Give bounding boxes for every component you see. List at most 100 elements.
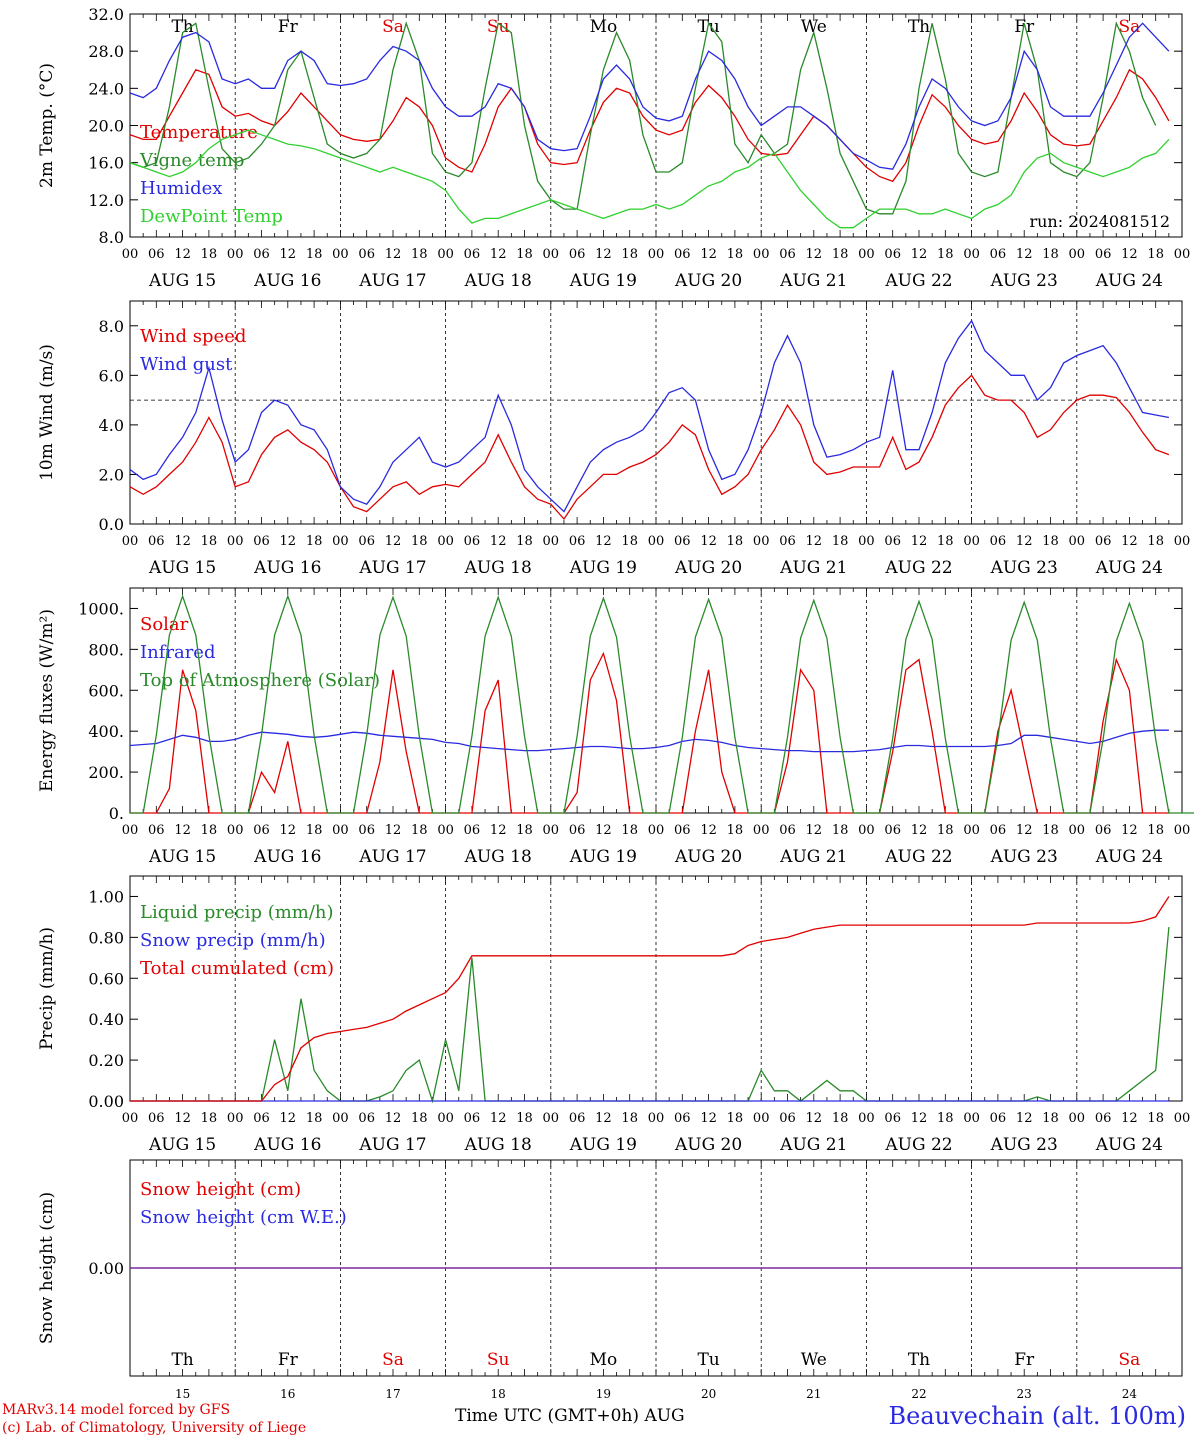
date-label: AUG 17: [358, 847, 426, 867]
hour-tick-label: 12: [1016, 1111, 1033, 1126]
hour-tick-label: 12: [595, 823, 612, 838]
hour-tick-label: 12: [700, 534, 717, 549]
date-label: AUG 16: [253, 1135, 321, 1155]
hour-tick-label: 18: [411, 823, 428, 838]
hour-tick-label: 18: [937, 247, 954, 262]
y-tick-label: 400.: [88, 722, 124, 741]
legend-entry: Wind gust: [140, 354, 233, 375]
hour-tick-label: 06: [253, 534, 270, 549]
hour-tick-label: 06: [674, 534, 691, 549]
hour-tick-label: 18: [621, 1111, 638, 1126]
date-label: AUG 19: [569, 1135, 637, 1155]
date-label: AUG 18: [464, 847, 532, 867]
hour-tick-label: 18: [306, 247, 323, 262]
y-axis-title: Energy fluxes (W/m²): [37, 609, 57, 792]
weekday-label: Fr: [1014, 1350, 1035, 1370]
weekday-label: Mo: [590, 17, 618, 37]
hour-tick-label: 06: [779, 823, 796, 838]
weekday-label: Mo: [590, 1350, 618, 1370]
hour-tick-label: 06: [1095, 1111, 1112, 1126]
hour-tick-label: 12: [806, 1111, 823, 1126]
legend-entry: Snow height (cm): [140, 1179, 301, 1200]
y-tick-label: 20.0: [88, 117, 124, 136]
hour-tick-label: 00: [648, 823, 665, 838]
date-label: AUG 21: [779, 558, 847, 578]
date-label: AUG 23: [990, 558, 1058, 578]
hour-tick-label: 00: [122, 247, 139, 262]
y-tick-label: 24.0: [88, 79, 124, 98]
hour-tick-label: 00: [543, 534, 560, 549]
hour-tick-label: 12: [1016, 823, 1033, 838]
day-number-label: 20: [701, 1387, 716, 1401]
series-line-dewpoint-temp: [129, 129, 1170, 229]
hour-tick-label: 06: [464, 247, 481, 262]
hour-tick-label: 12: [911, 823, 928, 838]
weekday-label: Su: [487, 1350, 510, 1370]
hour-tick-label: 18: [306, 1111, 323, 1126]
date-label: AUG 24: [1095, 847, 1163, 867]
panel-5: 0.00 Snow height (cm) Snow height (cm) Snow…: [37, 1159, 1183, 1401]
hour-tick-label: 00: [963, 534, 980, 549]
hour-tick-label: 18: [516, 1111, 533, 1126]
hour-tick-label: 06: [779, 1111, 796, 1126]
date-label: AUG 24: [1095, 271, 1163, 291]
panel-1: 8.0 12.0 16.0 20.0 24.0 28.0 32.0 2m Temp. (°C)…: [37, 5, 1190, 291]
weekday-label: Th: [171, 17, 193, 37]
weekday-label: Fr: [278, 17, 299, 37]
panel-3: 0. 200. 400. 600. 800. 1000. Energy fluxes (W/…: [37, 587, 1194, 867]
hour-tick-label: 06: [464, 534, 481, 549]
hour-tick-label: 06: [990, 534, 1007, 549]
hour-tick-label: 18: [411, 1111, 428, 1126]
hour-tick-label: 00: [1174, 534, 1191, 549]
hour-tick-label: 18: [1042, 247, 1059, 262]
hour-tick-label: 00: [648, 534, 665, 549]
hour-tick-label: 12: [385, 534, 402, 549]
panel-4: 0.00 0.20 0.40 0.60 0.80 1.00 Precip (mm/h) 00 0…: [37, 875, 1190, 1155]
hour-tick-label: 18: [621, 247, 638, 262]
hour-tick-label: 12: [911, 247, 928, 262]
hour-tick-label: 00: [227, 823, 244, 838]
legend-entry: DewPoint Temp: [140, 206, 283, 227]
hour-tick-label: 00: [543, 823, 560, 838]
y-tick-label: 600.: [88, 681, 124, 700]
hour-tick-label: 18: [1147, 823, 1164, 838]
date-label: AUG 23: [990, 847, 1058, 867]
hour-tick-label: 06: [148, 823, 165, 838]
hour-tick-label: 00: [122, 823, 139, 838]
hour-tick-label: 00: [963, 823, 980, 838]
hour-tick-label: 00: [332, 247, 349, 262]
hour-tick-label: 18: [306, 534, 323, 549]
hour-tick-label: 18: [516, 534, 533, 549]
y-tick-label: 0.40: [88, 1010, 124, 1029]
y-tick-label: 0.80: [88, 928, 124, 947]
date-label: AUG 19: [569, 847, 637, 867]
y-tick-label: 4.0: [99, 416, 124, 435]
hour-tick-label: 00: [332, 1111, 349, 1126]
date-label: AUG 20: [674, 271, 742, 291]
hour-tick-label: 00: [543, 247, 560, 262]
hour-tick-label: 06: [674, 247, 691, 262]
hour-tick-label: 12: [490, 247, 507, 262]
hour-tick-label: 18: [832, 247, 849, 262]
date-label: AUG 15: [148, 847, 216, 867]
date-label: AUG 15: [148, 271, 216, 291]
day-number-label: 24: [1122, 1387, 1138, 1401]
date-label: AUG 22: [884, 558, 952, 578]
hour-tick-label: 18: [727, 1111, 744, 1126]
credit-lab: (c) Lab. of Climatology, University of L…: [2, 1420, 307, 1436]
hour-tick-label: 06: [358, 534, 375, 549]
weekday-label: Th: [908, 17, 930, 37]
hour-tick-label: 18: [621, 823, 638, 838]
day-number-label: 21: [806, 1387, 821, 1401]
date-label: AUG 24: [1095, 1135, 1163, 1155]
hour-tick-label: 18: [516, 823, 533, 838]
hour-tick-label: 12: [595, 1111, 612, 1126]
hour-tick-label: 06: [464, 823, 481, 838]
hour-tick-label: 06: [779, 534, 796, 549]
hour-tick-label: 12: [385, 1111, 402, 1126]
hour-tick-label: 18: [727, 534, 744, 549]
hour-tick-label: 00: [122, 1111, 139, 1126]
hour-tick-label: 12: [700, 823, 717, 838]
hour-tick-label: 06: [569, 534, 586, 549]
hour-tick-label: 06: [674, 1111, 691, 1126]
